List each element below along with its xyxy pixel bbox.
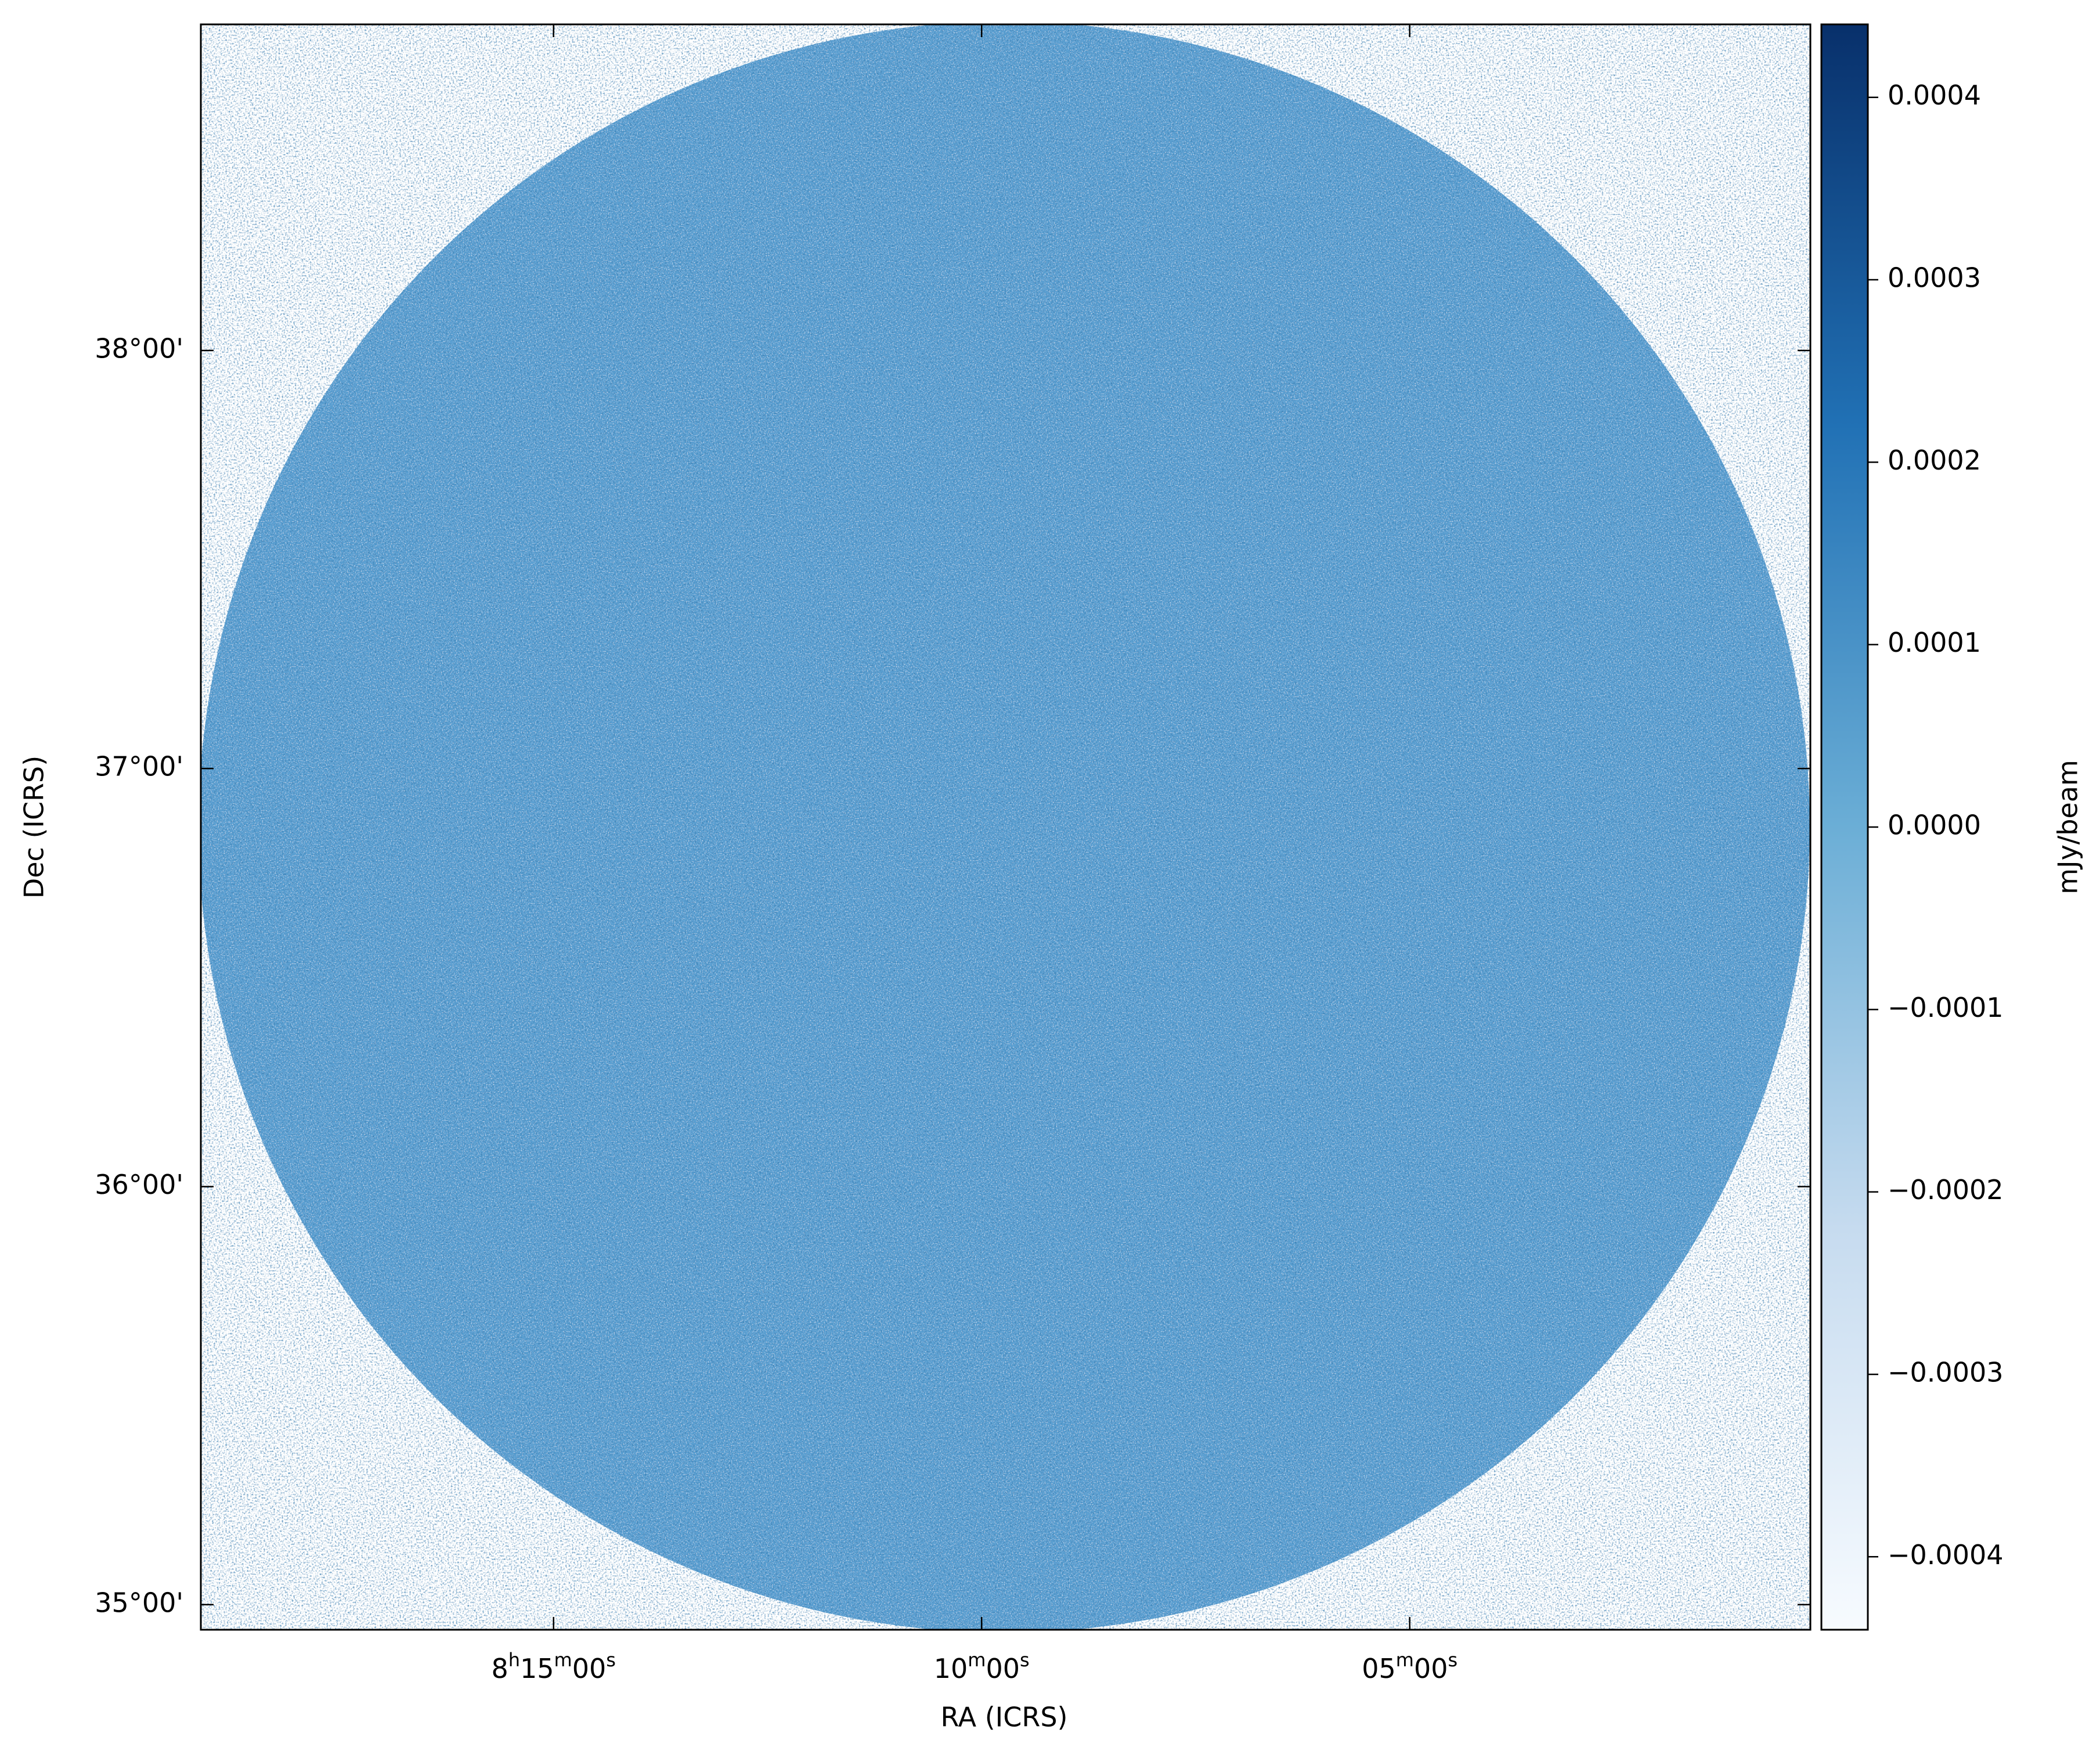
y-axis-label: Dec (ICRS)	[19, 756, 50, 898]
colorbar-tick-label: 0.0000	[1888, 810, 1981, 841]
x-tick-label: 8h15m00s	[491, 1649, 615, 1684]
colorbar-tick-label: −0.0001	[1888, 992, 2004, 1023]
x-tick-label: 05m00s	[1362, 1649, 1457, 1684]
image	[199, 21, 1810, 1633]
colorbar-tick-label: 0.0003	[1888, 262, 1981, 294]
x-axis-label: RA (ICRS)	[941, 1702, 1068, 1733]
y-tick-label: 35°00'	[95, 1587, 183, 1618]
colorbar	[1821, 24, 1868, 1630]
x-tick-label: 10m00s	[934, 1649, 1030, 1684]
colorbar-tick-label: −0.0004	[1888, 1539, 2004, 1571]
y-tick-label: 36°00'	[95, 1169, 183, 1200]
y-tick-label: 38°00'	[95, 333, 183, 364]
colorbar-tick-label: −0.0002	[1888, 1174, 2004, 1205]
chart: RA (ICRS) Dec (ICRS) mJy/beam 8h15m00s 10…	[0, 0, 2100, 1758]
colorbar-tick-label: 0.0002	[1888, 445, 1981, 476]
colorbar-label: mJy/beam	[2052, 760, 2084, 894]
colorbar-tick-label: 0.0001	[1888, 627, 1981, 658]
colorbar-tick-label: 0.0004	[1888, 80, 1981, 111]
colorbar-tick-label: −0.0003	[1888, 1356, 2004, 1388]
sky-field	[199, 21, 1810, 1633]
y-tick-label: 37°00'	[95, 751, 183, 782]
